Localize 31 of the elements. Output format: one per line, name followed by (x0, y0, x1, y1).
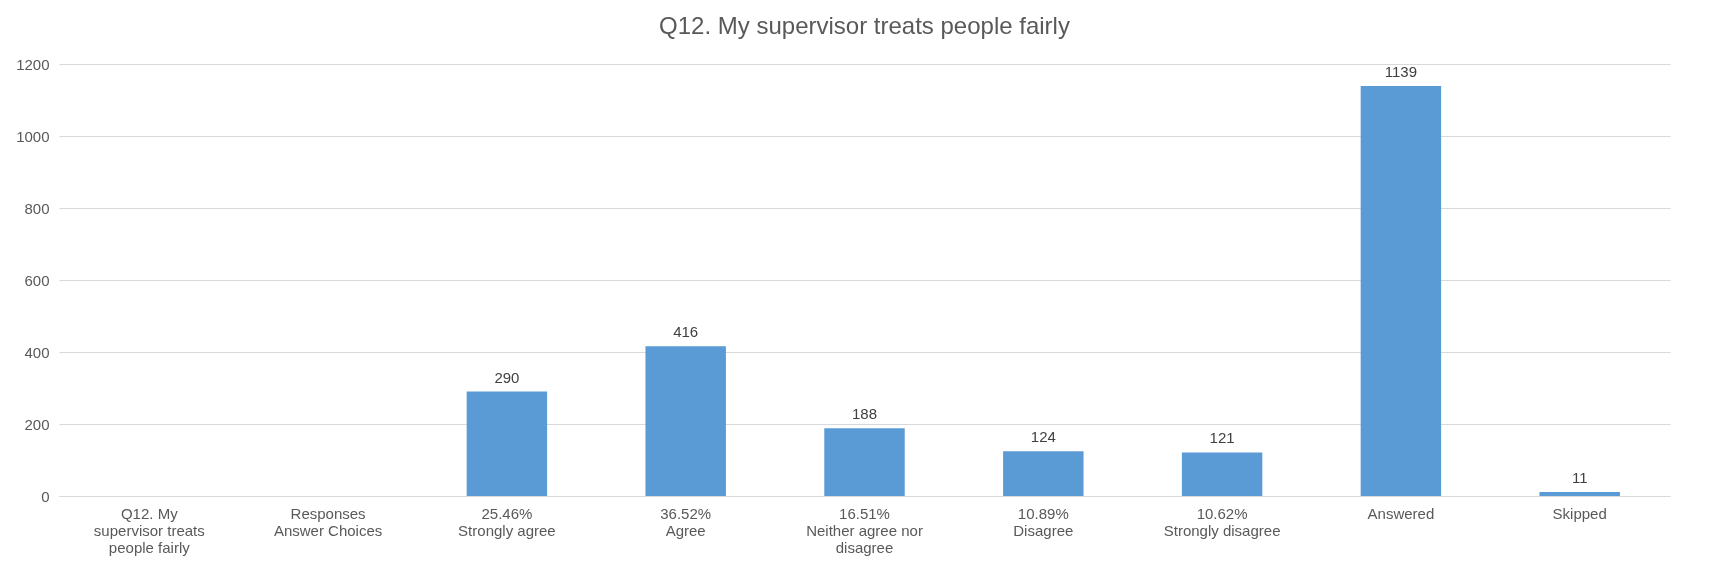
x-tick-label: Skipped (1552, 504, 1607, 522)
x-tick-label: 10.89% Disagree (1013, 504, 1074, 539)
y-tick-label: 1000 (16, 127, 50, 145)
x-tick-label: 10.62% Strongly disagree (1163, 504, 1281, 539)
y-tick-label: 600 (24, 271, 50, 289)
chart-title: Q12. My supervisor treats people fairly (659, 12, 1070, 39)
x-tick-label: Q12. My supervisor treats people fairly (93, 504, 205, 556)
x-tick-label: 36.52% Agree (660, 504, 712, 539)
y-tick-label: 400 (24, 343, 50, 361)
y-tick-label: 1200 (16, 55, 50, 73)
bar (824, 428, 905, 496)
data-label: 1139 (1384, 62, 1418, 80)
x-tick-label: Responses Answer Choices (273, 504, 383, 539)
y-tick-label: 0 (41, 487, 50, 505)
data-label: 290 (494, 368, 520, 386)
data-label: 124 (1030, 428, 1056, 446)
bar (1003, 451, 1084, 496)
bar (466, 391, 548, 496)
data-label: 188 (851, 405, 878, 423)
x-tick-label: 16.51% Neither agree nor disagree (806, 504, 923, 556)
x-tick-label: 25.46% Strongly agree (458, 504, 556, 539)
data-label: 11 (1571, 469, 1588, 487)
y-tick-label: 800 (24, 199, 50, 217)
bar (1360, 85, 1442, 496)
bar (1539, 492, 1620, 496)
bar (645, 346, 726, 496)
bar (1181, 452, 1263, 496)
data-label: 121 (1209, 429, 1235, 447)
y-tick-label: 200 (24, 415, 50, 433)
data-label: 416 (673, 323, 699, 341)
x-tick-label: Answered (1367, 504, 1435, 522)
